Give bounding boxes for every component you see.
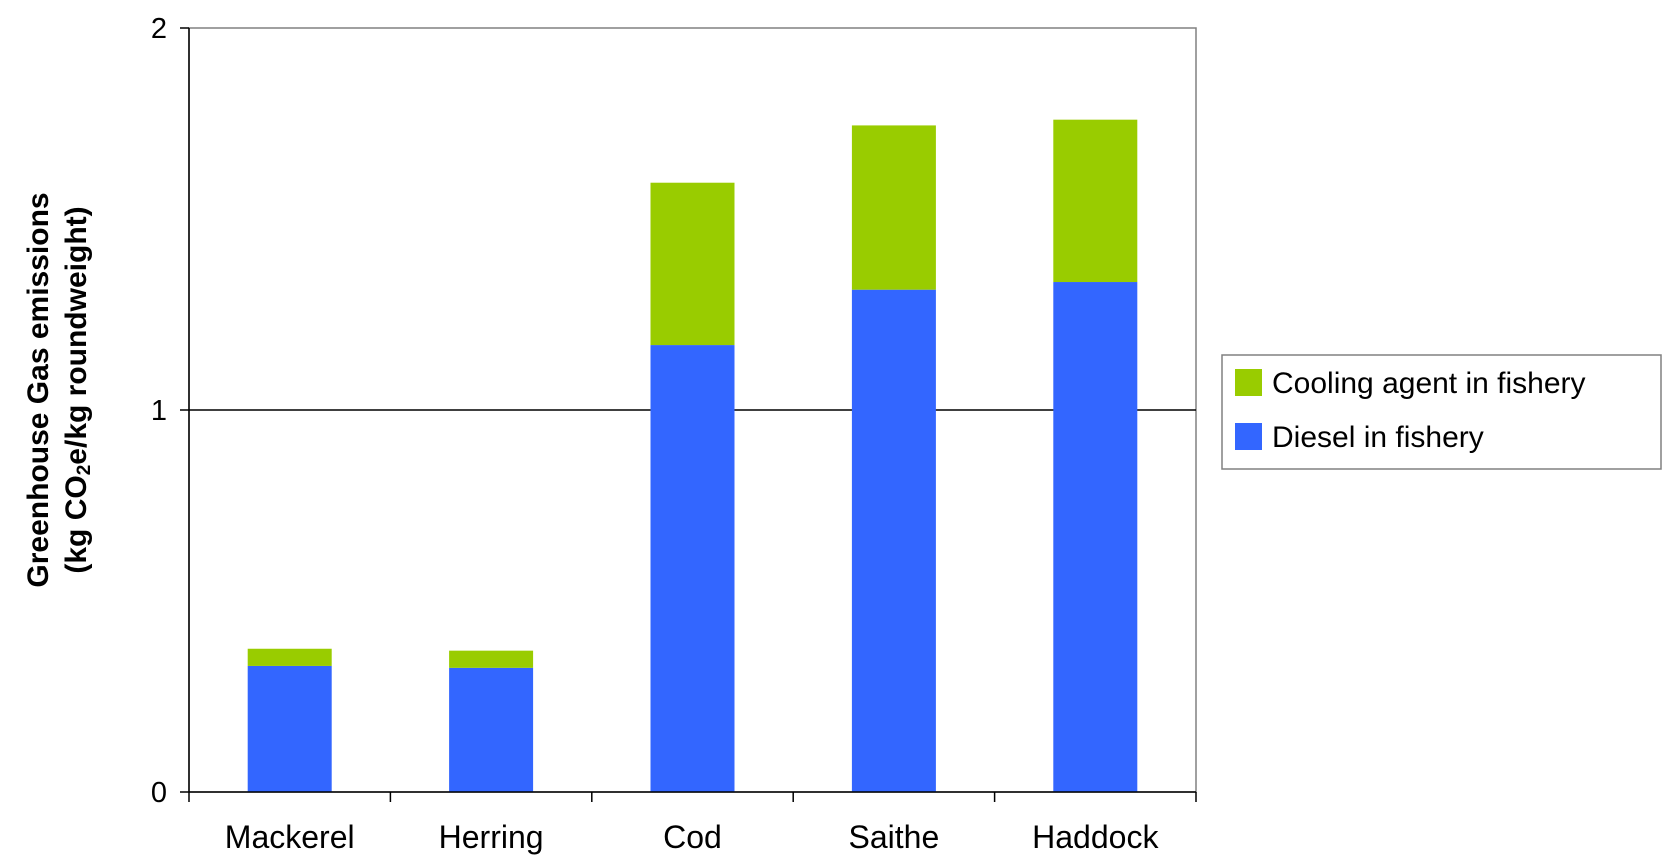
bar-mackerel-cooling-agent-in-fishery xyxy=(248,649,332,666)
bar-cod-diesel-in-fishery xyxy=(651,345,735,792)
y-tick-label-0: 0 xyxy=(151,777,167,809)
bar-saithe-diesel-in-fishery xyxy=(852,290,936,792)
bar-haddock-cooling-agent-in-fishery xyxy=(1053,120,1137,282)
bar-saithe-cooling-agent-in-fishery xyxy=(852,125,936,289)
bar-herring-diesel-in-fishery xyxy=(449,668,533,792)
legend: Cooling agent in fishery Diesel in fisher… xyxy=(1222,355,1661,469)
x-category-label-saithe: Saithe xyxy=(849,819,940,855)
x-ticks-layer: Mackerel Herring Cod Saithe Haddock xyxy=(189,792,1196,855)
y-axis-title-line2-part1: (kg CO xyxy=(60,475,93,573)
y-tick-label-2: 2 xyxy=(151,13,167,45)
legend-label-cooling-agent-in-fishery: Cooling agent in fishery xyxy=(1272,367,1586,400)
bars-layer xyxy=(248,120,1138,792)
y-ticks-layer: 0 1 2 xyxy=(151,13,189,809)
legend-swatch-diesel-in-fishery xyxy=(1235,423,1262,450)
legend-swatch-cooling-agent-in-fishery xyxy=(1235,369,1262,396)
x-category-label-cod: Cod xyxy=(663,819,722,855)
legend-label-diesel-in-fishery: Diesel in fishery xyxy=(1272,421,1484,454)
bar-haddock-diesel-in-fishery xyxy=(1053,282,1137,792)
x-category-label-haddock: Haddock xyxy=(1032,819,1159,855)
bar-cod-cooling-agent-in-fishery xyxy=(651,183,735,345)
x-category-label-herring: Herring xyxy=(439,819,544,855)
y-tick-label-1: 1 xyxy=(151,395,167,427)
x-category-label-mackerel: Mackerel xyxy=(225,819,355,855)
bar-herring-cooling-agent-in-fishery xyxy=(449,651,533,668)
bar-mackerel-diesel-in-fishery xyxy=(248,666,332,792)
y-axis-title-line2: (kg CO2e/kg roundweight) xyxy=(60,206,95,573)
y-axis-title-subscript: 2 xyxy=(74,465,95,476)
y-axis-title-line2-part2: e/kg roundweight) xyxy=(60,206,93,464)
y-axis-title-line1: Greenhouse Gas emissions xyxy=(22,192,55,587)
